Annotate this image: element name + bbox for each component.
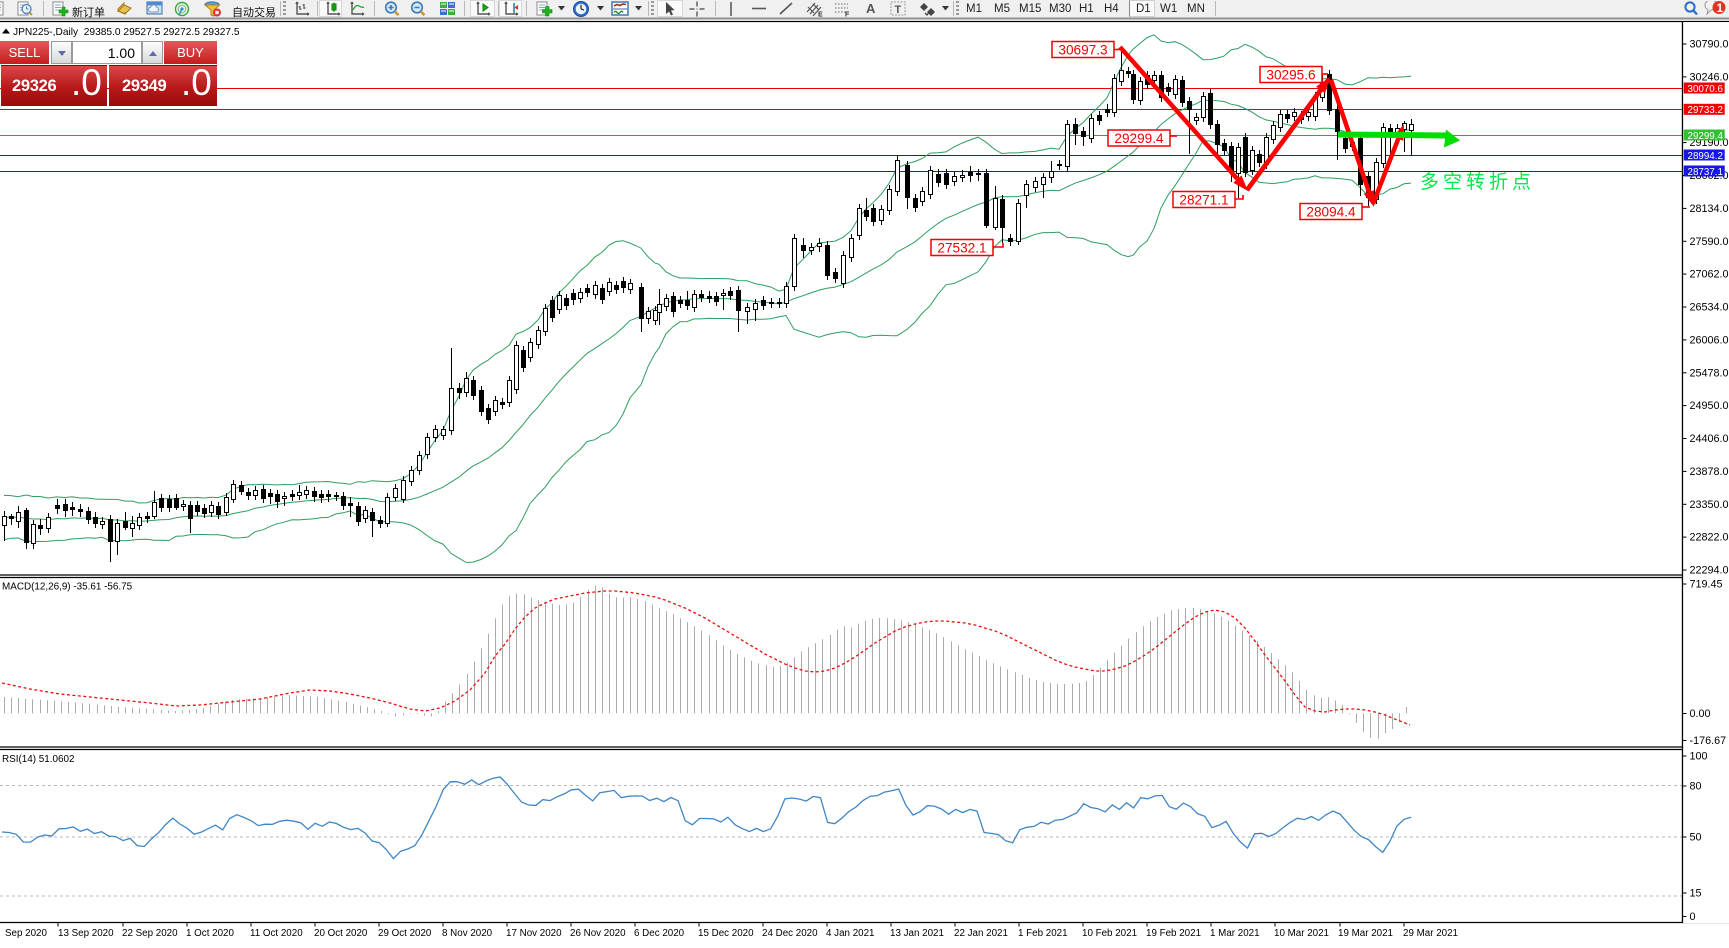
svg-text:29733.2: 29733.2 — [1688, 105, 1723, 116]
svg-text:27062.0: 27062.0 — [1690, 269, 1729, 281]
svg-text:20 Oct 2020: 20 Oct 2020 — [314, 928, 368, 939]
svg-text:0: 0 — [1690, 911, 1696, 923]
svg-text:1 Mar 2021: 1 Mar 2021 — [1210, 928, 1260, 939]
svg-text:27532.1: 27532.1 — [937, 240, 986, 255]
svg-text:8 Nov 2020: 8 Nov 2020 — [442, 928, 493, 939]
svg-text:24 Dec 2020: 24 Dec 2020 — [762, 928, 818, 939]
svg-text:23878.0: 23878.0 — [1690, 466, 1729, 478]
svg-text:26534.0: 26534.0 — [1690, 302, 1729, 314]
svg-text:RSI(14) 51.0602: RSI(14) 51.0602 — [2, 754, 74, 765]
svg-text:28994.2: 28994.2 — [1688, 151, 1723, 162]
svg-text:25478.0: 25478.0 — [1690, 367, 1729, 379]
svg-text:30697.3: 30697.3 — [1058, 42, 1107, 57]
svg-text:22822.0: 22822.0 — [1690, 532, 1729, 544]
svg-text:23350.0: 23350.0 — [1690, 499, 1729, 511]
svg-text:19 Mar 2021: 19 Mar 2021 — [1338, 928, 1393, 939]
svg-text:28094.4: 28094.4 — [1306, 204, 1356, 219]
svg-text:19 Feb 2021: 19 Feb 2021 — [1146, 928, 1201, 939]
svg-text:27590.0: 27590.0 — [1690, 236, 1729, 248]
svg-text:10 Mar 2021: 10 Mar 2021 — [1274, 928, 1329, 939]
svg-text:15 Dec 2020: 15 Dec 2020 — [698, 928, 754, 939]
svg-text:29299.4: 29299.4 — [1688, 131, 1724, 142]
svg-text:1 Feb 2021: 1 Feb 2021 — [1018, 928, 1068, 939]
svg-text:30246.0: 30246.0 — [1690, 72, 1729, 84]
svg-text:4 Jan 2021: 4 Jan 2021 — [826, 928, 874, 939]
svg-text:17 Nov 2020: 17 Nov 2020 — [506, 928, 562, 939]
svg-text:11 Oct 2020: 11 Oct 2020 — [250, 928, 303, 939]
svg-text:29 Mar 2021: 29 Mar 2021 — [1403, 928, 1458, 939]
svg-text:29 Oct 2020: 29 Oct 2020 — [378, 928, 432, 939]
svg-text:13 Sep 2020: 13 Sep 2020 — [58, 928, 114, 939]
svg-text:22294.0: 22294.0 — [1690, 565, 1729, 577]
svg-text:100: 100 — [1690, 751, 1708, 763]
svg-text:28271.1: 28271.1 — [1179, 192, 1228, 207]
svg-text:1: 1 — [1717, 3, 1724, 15]
svg-text:30790.0: 30790.0 — [1690, 39, 1729, 51]
svg-text:JPN225-,Daily 29385.0 29527.5: JPN225-,Daily 29385.0 29527.5 29272.5 29… — [13, 27, 240, 38]
svg-text:E: E — [818, 12, 823, 18]
svg-text:80: 80 — [1690, 781, 1702, 793]
svg-text:多空转折点: 多空转折点 — [1420, 171, 1535, 193]
svg-text:13 Jan 2021: 13 Jan 2021 — [890, 928, 944, 939]
svg-text:26 Nov 2020: 26 Nov 2020 — [570, 928, 626, 939]
svg-text:29299.4: 29299.4 — [1114, 131, 1164, 146]
svg-text:50: 50 — [1690, 832, 1702, 844]
svg-text:0.00: 0.00 — [1690, 708, 1711, 720]
svg-text:30070.6: 30070.6 — [1688, 84, 1724, 95]
svg-text:24950.0: 24950.0 — [1690, 400, 1729, 412]
svg-text:6 Dec 2020: 6 Dec 2020 — [634, 928, 685, 939]
svg-text:719.45: 719.45 — [1690, 579, 1723, 591]
svg-text:28134.0: 28134.0 — [1690, 203, 1729, 215]
svg-text:F: F — [845, 12, 850, 18]
svg-text:24406.0: 24406.0 — [1690, 433, 1729, 445]
svg-text:28737.1: 28737.1 — [1688, 167, 1723, 178]
svg-text:T: T — [895, 4, 902, 16]
svg-text:MACD(12,26,9) -35.61 -56.75: MACD(12,26,9) -35.61 -56.75 — [2, 582, 133, 593]
svg-text:1 Oct 2020: 1 Oct 2020 — [186, 928, 234, 939]
svg-text:15: 15 — [1690, 888, 1702, 900]
svg-text:-176.67: -176.67 — [1690, 735, 1727, 747]
svg-text:Sep 2020: Sep 2020 — [5, 928, 47, 939]
svg-text:22 Jan 2021: 22 Jan 2021 — [954, 928, 1008, 939]
svg-text:26006.0: 26006.0 — [1690, 335, 1729, 347]
svg-text:10 Feb 2021: 10 Feb 2021 — [1082, 928, 1137, 939]
svg-text:22 Sep 2020: 22 Sep 2020 — [122, 928, 178, 939]
svg-text:30295.6: 30295.6 — [1266, 67, 1315, 82]
